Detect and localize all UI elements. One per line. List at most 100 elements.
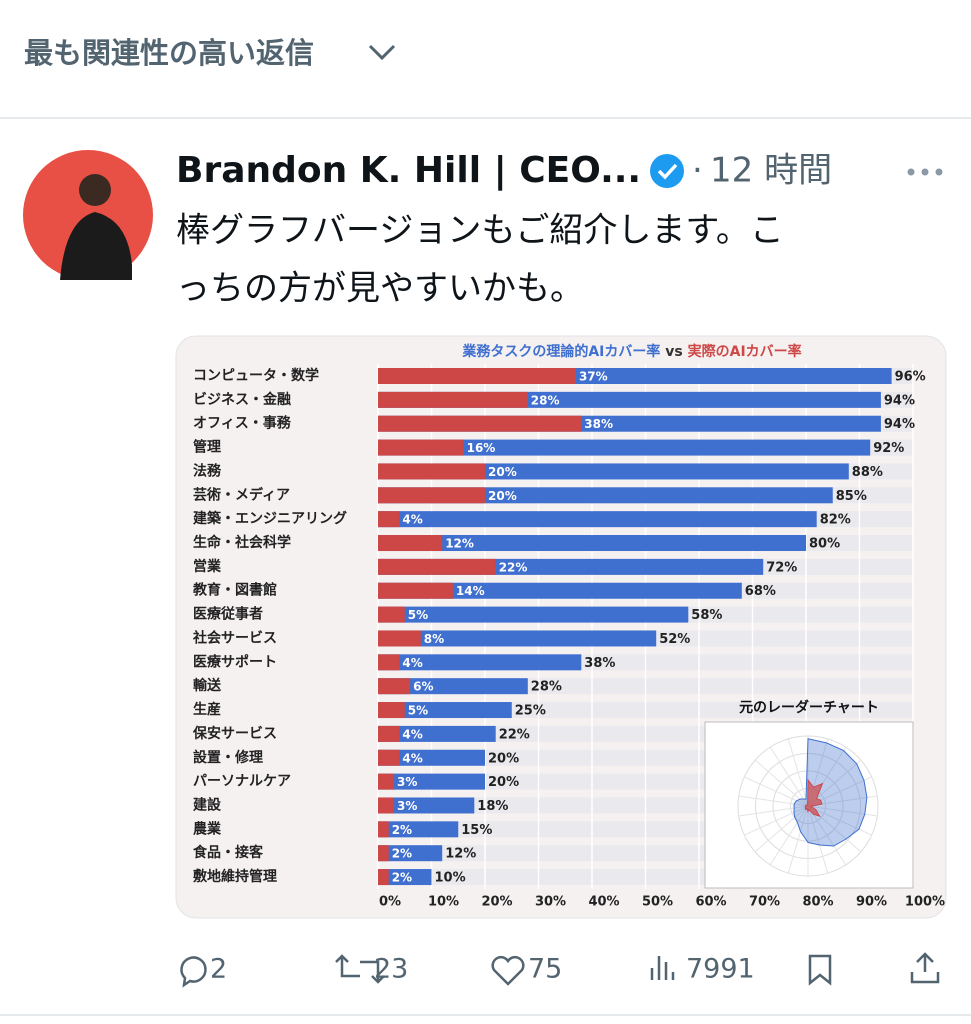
- radar-spoke: [807, 805, 872, 836]
- share-icon[interactable]: [910, 952, 940, 984]
- reply-count[interactable]: 2: [210, 954, 227, 985]
- data-label: 37%: [579, 370, 608, 384]
- y-tick-label: 営業: [193, 558, 222, 575]
- y-tick-label: 管理: [193, 439, 221, 456]
- bar: [378, 558, 496, 575]
- title-connector: vs: [665, 344, 682, 360]
- y-tick-label: 芸術・メディア: [193, 486, 290, 503]
- data-label: 82%: [820, 513, 851, 528]
- data-label: 28%: [531, 393, 560, 407]
- bar: [378, 797, 395, 814]
- data-label: 14%: [456, 584, 485, 598]
- author-name[interactable]: Brandon K. Hill | CEO...: [176, 150, 641, 191]
- view-count[interactable]: 7991: [686, 954, 755, 985]
- data-label: 15%: [461, 823, 492, 838]
- data-label: 12%: [445, 847, 476, 862]
- bar: [378, 511, 817, 528]
- y-tick-label: ビジネス・金融: [193, 391, 291, 408]
- data-label: 18%: [477, 799, 508, 814]
- data-label: 72%: [766, 560, 797, 575]
- radar-spoke: [807, 805, 829, 874]
- radar-spoke: [744, 805, 809, 836]
- data-label: 3%: [397, 775, 417, 789]
- avatar-body: [60, 212, 132, 280]
- data-label: 4%: [402, 727, 422, 741]
- bar: [378, 487, 833, 504]
- like-icon[interactable]: [491, 956, 525, 986]
- y-tick-label: 医療サポート: [193, 653, 277, 670]
- radar-spoke: [769, 746, 809, 807]
- replies-heading[interactable]: 最も関連性の高い返信: [24, 36, 314, 70]
- bar: [378, 821, 459, 838]
- bar: [378, 821, 389, 838]
- repost-count[interactable]: 23: [374, 954, 408, 985]
- bar: [378, 773, 395, 790]
- y-tick-label: 輸送: [193, 677, 222, 694]
- reply-icon[interactable]: [180, 956, 207, 988]
- x-tick-label: 30%: [535, 895, 566, 910]
- data-label: 20%: [488, 465, 517, 479]
- bar: [378, 869, 389, 886]
- chevron[interactable]: [368, 44, 396, 61]
- bar: [378, 869, 432, 886]
- bookmark-icon[interactable]: [808, 954, 832, 986]
- data-label: 92%: [873, 441, 904, 456]
- radar-area: [804, 778, 824, 817]
- verified-badge: [650, 154, 684, 188]
- radar-spoke: [754, 805, 809, 853]
- data-label: 2%: [392, 871, 412, 885]
- radar-spoke: [738, 805, 809, 817]
- bar: [378, 725, 400, 742]
- bar: [378, 606, 689, 623]
- x-tick-label: 0%: [379, 895, 401, 910]
- bar: [378, 654, 582, 671]
- data-label: 52%: [659, 632, 690, 647]
- bar: [378, 797, 475, 814]
- bar: [378, 678, 411, 695]
- data-label: 3%: [397, 799, 417, 813]
- data-label: 88%: [852, 465, 883, 480]
- legend-series: 実際のAIカバー率: [688, 343, 802, 360]
- radar-spoke: [807, 805, 847, 866]
- inset-title: 元のレーダーチャート: [739, 699, 879, 716]
- y-tick-label: 生産: [193, 701, 221, 718]
- data-label: 68%: [745, 584, 776, 599]
- bar: [378, 463, 849, 480]
- bar: [378, 773, 485, 790]
- post-text: 棒グラフバージョンもご紹介します。こ: [176, 211, 784, 251]
- data-label: 2%: [392, 823, 412, 837]
- radar-spoke: [787, 805, 809, 874]
- data-label: 96%: [895, 370, 926, 385]
- bar: [378, 654, 400, 671]
- data-label: 4%: [402, 513, 422, 527]
- radar-spoke: [787, 738, 809, 807]
- bar: [378, 749, 400, 766]
- y-tick-label: 教育・図書館: [193, 582, 277, 599]
- legend-series: 業務タスクの理論的AIカバー率: [461, 343, 660, 360]
- radar-spoke: [754, 759, 809, 807]
- y-tick-label: 社会サービス: [192, 629, 277, 646]
- radar-spoke: [744, 776, 809, 807]
- bar: [378, 606, 405, 623]
- repost-icon[interactable]: [335, 954, 385, 984]
- bar: [378, 582, 453, 599]
- data-label: 25%: [515, 704, 546, 719]
- x-tick-label: 60%: [695, 895, 726, 910]
- more-menu[interactable]: [907, 168, 943, 176]
- views-icon[interactable]: [650, 956, 675, 980]
- timestamp[interactable]: 12 時間: [710, 151, 832, 191]
- like-count[interactable]: 75: [528, 954, 562, 985]
- x-tick-label: 50%: [642, 895, 673, 910]
- bar: [378, 535, 443, 552]
- x-tick-label: 80%: [802, 895, 833, 910]
- y-tick-label: 設置・修理: [193, 749, 263, 766]
- chart-title: 業務タスクの理論的AIカバー率 vs 実際のAIカバー率: [461, 343, 801, 360]
- y-tick-label: 保安サービス: [192, 725, 277, 742]
- bar: [378, 702, 512, 719]
- y-tick-label: 建設: [193, 796, 222, 813]
- data-label: 22%: [499, 560, 528, 574]
- y-tick-label: 建築・エンジニアリング: [193, 510, 347, 527]
- data-label: 38%: [584, 417, 613, 431]
